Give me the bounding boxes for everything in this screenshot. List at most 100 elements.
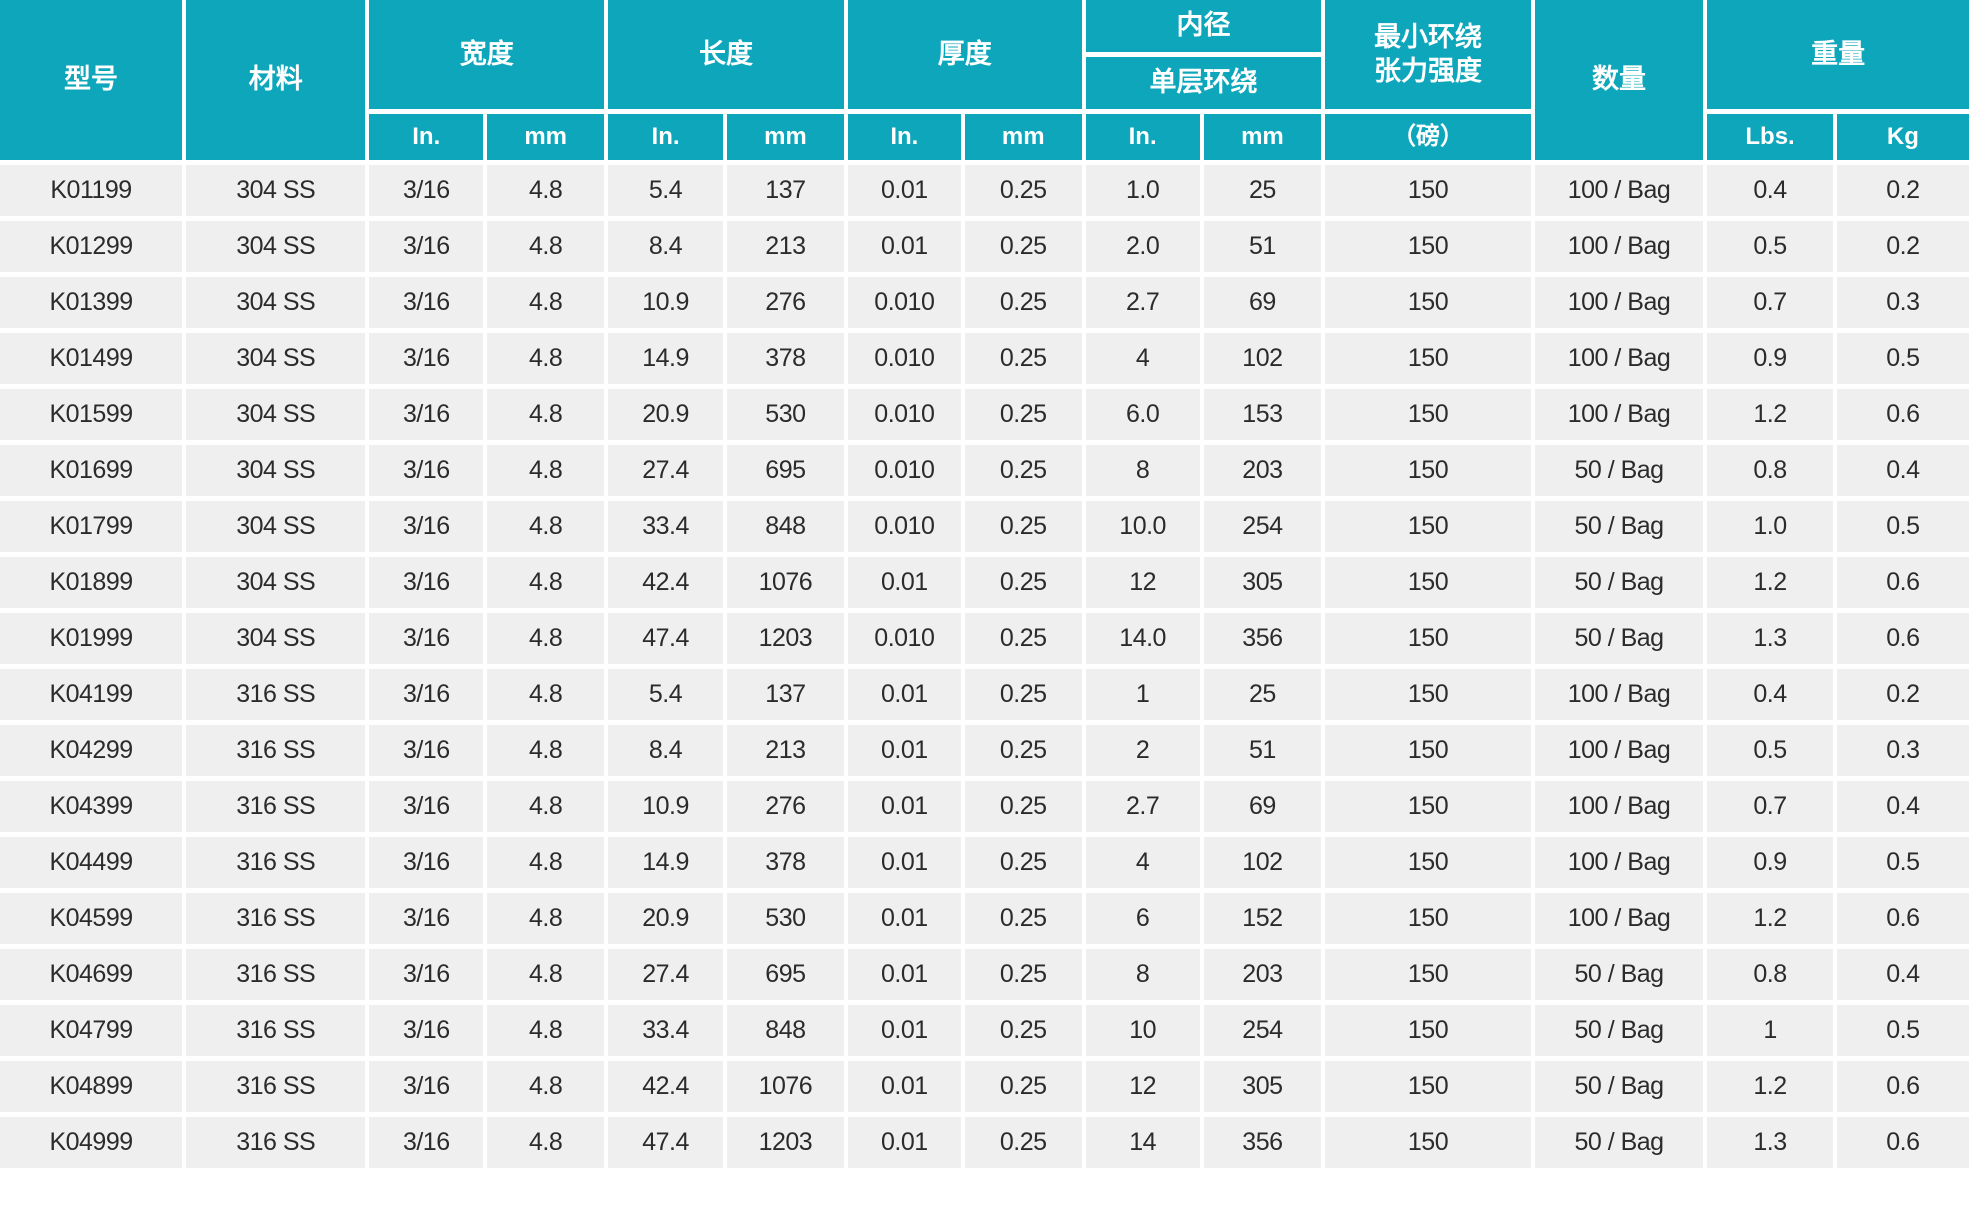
cell-min_strength_lbs: 150	[1325, 725, 1531, 776]
cell-weight_lbs: 0.5	[1707, 221, 1833, 272]
cell-thickness_mm: 0.25	[964, 445, 1082, 496]
header-material: 材料	[186, 0, 366, 160]
cell-min_strength_lbs: 150	[1325, 837, 1531, 888]
cell-thickness_mm: 0.25	[964, 837, 1082, 888]
cell-thickness_in: 0.01	[847, 1061, 961, 1112]
cell-length_in: 33.4	[608, 501, 723, 552]
header-width-group: 宽度	[369, 0, 605, 109]
cell-thickness_mm: 0.25	[964, 221, 1082, 272]
cell-inner_dia_in: 4	[1085, 837, 1200, 888]
cell-thickness_in: 0.01	[847, 781, 961, 832]
cell-thickness_in: 0.01	[847, 221, 961, 272]
cell-width_mm: 4.8	[487, 949, 605, 1000]
cell-length_in: 8.4	[608, 221, 723, 272]
cell-min_strength_lbs: 150	[1325, 501, 1531, 552]
cell-material: 304 SS	[186, 557, 366, 608]
cell-inner_dia_in: 1.0	[1085, 165, 1200, 216]
cell-weight_lbs: 0.8	[1707, 949, 1833, 1000]
cell-width_in: 3/16	[369, 725, 484, 776]
cell-width_in: 3/16	[369, 781, 484, 832]
cell-model: K01399	[0, 277, 183, 328]
cell-thickness_in: 0.01	[847, 949, 961, 1000]
cell-thickness_mm: 0.25	[964, 613, 1082, 664]
table-row: K04499 316 SS 3/16 4.8 14.9 378 0.01 0.25 4 102 15…	[0, 837, 1969, 888]
cell-length_in: 42.4	[608, 557, 723, 608]
cell-quantity: 50 / Bag	[1534, 1061, 1704, 1112]
header-row-subgroup: 单层环绕	[0, 57, 1969, 109]
cell-quantity: 50 / Bag	[1534, 557, 1704, 608]
cell-material: 304 SS	[186, 445, 366, 496]
cell-thickness_in: 0.01	[847, 1005, 961, 1056]
cell-width_in: 3/16	[369, 1117, 484, 1168]
cell-thickness_in: 0.01	[847, 893, 961, 944]
unit-length-mm: mm	[726, 114, 844, 160]
cell-thickness_in: 0.01	[847, 557, 961, 608]
cell-model: K04499	[0, 837, 183, 888]
cell-length_in: 42.4	[608, 1061, 723, 1112]
cell-inner_dia_mm: 51	[1203, 725, 1322, 776]
cell-width_in: 3/16	[369, 837, 484, 888]
cell-length_mm: 213	[726, 221, 844, 272]
cell-length_in: 10.9	[608, 277, 723, 328]
cell-inner_dia_in: 14.0	[1085, 613, 1200, 664]
cell-material: 316 SS	[186, 1061, 366, 1112]
cell-inner_dia_in: 8	[1085, 445, 1200, 496]
cell-width_in: 3/16	[369, 893, 484, 944]
cell-weight_lbs: 1.2	[1707, 557, 1833, 608]
cell-material: 316 SS	[186, 781, 366, 832]
cell-quantity: 100 / Bag	[1534, 669, 1704, 720]
cell-inner_dia_mm: 25	[1203, 165, 1322, 216]
cell-weight_kg: 0.5	[1836, 1005, 1969, 1056]
cell-inner_dia_mm: 102	[1203, 837, 1322, 888]
cell-width_in: 3/16	[369, 949, 484, 1000]
cell-material: 304 SS	[186, 613, 366, 664]
cell-width_mm: 4.8	[487, 445, 605, 496]
cell-material: 304 SS	[186, 389, 366, 440]
cell-weight_lbs: 0.9	[1707, 837, 1833, 888]
cell-model: K01499	[0, 333, 183, 384]
cell-length_in: 33.4	[608, 1005, 723, 1056]
cell-material: 304 SS	[186, 277, 366, 328]
cell-width_mm: 4.8	[487, 501, 605, 552]
unit-weight-lbs: Lbs.	[1707, 114, 1833, 160]
cell-thickness_in: 0.010	[847, 333, 961, 384]
cell-weight_kg: 0.4	[1836, 781, 1969, 832]
cell-thickness_mm: 0.25	[964, 557, 1082, 608]
cell-width_mm: 4.8	[487, 725, 605, 776]
cell-model: K04999	[0, 1117, 183, 1168]
cell-thickness_mm: 0.25	[964, 949, 1082, 1000]
cell-width_mm: 4.8	[487, 1061, 605, 1112]
cell-length_mm: 378	[726, 837, 844, 888]
cell-quantity: 100 / Bag	[1534, 333, 1704, 384]
cell-thickness_mm: 0.25	[964, 1061, 1082, 1112]
cell-inner_dia_mm: 152	[1203, 893, 1322, 944]
cell-weight_lbs: 0.9	[1707, 333, 1833, 384]
cell-thickness_mm: 0.25	[964, 165, 1082, 216]
cell-width_in: 3/16	[369, 389, 484, 440]
cell-width_in: 3/16	[369, 445, 484, 496]
cell-inner_dia_mm: 203	[1203, 445, 1322, 496]
cell-length_mm: 1076	[726, 1061, 844, 1112]
product-spec-table: 型号 材料 宽度 长度 厚度 内径 最小环绕 张力强度 数量 重量 单层环绕 I…	[0, 0, 1969, 1168]
cell-model: K04799	[0, 1005, 183, 1056]
cell-min_strength_lbs: 150	[1325, 557, 1531, 608]
cell-weight_kg: 0.5	[1836, 501, 1969, 552]
cell-length_mm: 1203	[726, 613, 844, 664]
unit-strength-pounds: （磅）	[1325, 114, 1531, 160]
cell-width_in: 3/16	[369, 501, 484, 552]
cell-thickness_mm: 0.25	[964, 389, 1082, 440]
cell-model: K01599	[0, 389, 183, 440]
unit-thickness-in: In.	[847, 114, 961, 160]
cell-width_in: 3/16	[369, 613, 484, 664]
cell-model: K04399	[0, 781, 183, 832]
table-row: K01299 304 SS 3/16 4.8 8.4 213 0.01 0.25 2.0 51 15…	[0, 221, 1969, 272]
cell-quantity: 50 / Bag	[1534, 949, 1704, 1000]
cell-inner_dia_in: 2	[1085, 725, 1200, 776]
cell-width_in: 3/16	[369, 277, 484, 328]
cell-length_in: 47.4	[608, 1117, 723, 1168]
cell-material: 304 SS	[186, 165, 366, 216]
cell-weight_kg: 0.4	[1836, 445, 1969, 496]
header-quantity: 数量	[1534, 0, 1704, 160]
cell-inner_dia_mm: 203	[1203, 949, 1322, 1000]
cell-width_in: 3/16	[369, 333, 484, 384]
